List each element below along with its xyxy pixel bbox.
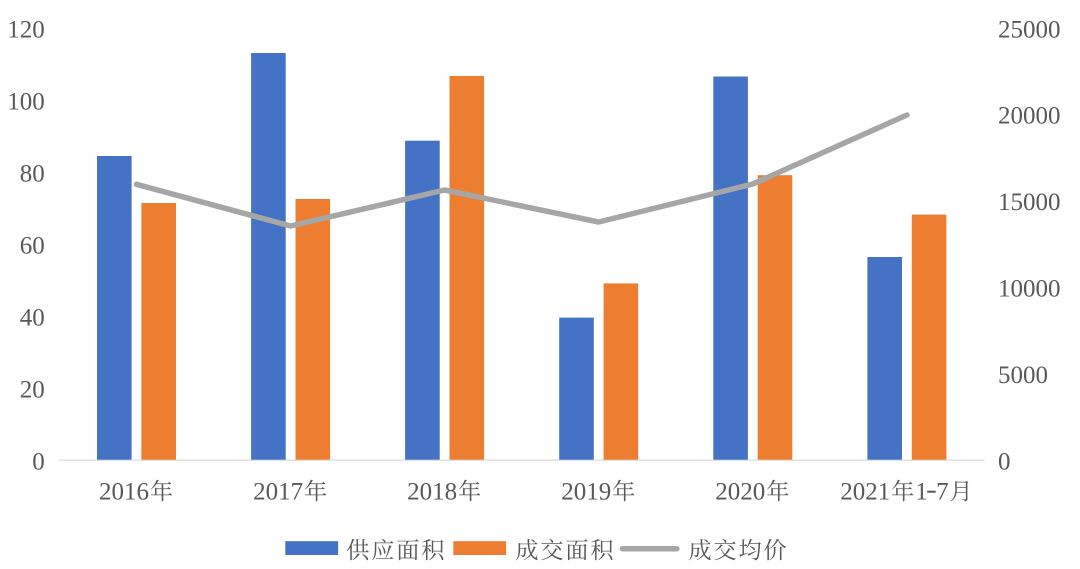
svg-text:10000: 10000 <box>998 276 1061 303</box>
svg-text:25000: 25000 <box>998 16 1061 43</box>
svg-text:15000: 15000 <box>998 189 1061 216</box>
svg-text:2019: 2019 <box>561 479 611 506</box>
svg-text:5000: 5000 <box>998 362 1048 389</box>
svg-text:0: 0 <box>998 448 1011 475</box>
svg-text:20000: 20000 <box>998 103 1061 130</box>
svg-text:20: 20 <box>20 376 45 403</box>
svg-text:2016: 2016 <box>99 479 149 506</box>
svg-text:2020: 2020 <box>715 479 765 506</box>
svg-text:2018: 2018 <box>407 479 457 506</box>
svg-text:60: 60 <box>20 232 45 259</box>
svg-text:0: 0 <box>32 448 45 475</box>
svg-text:2017: 2017 <box>253 479 303 506</box>
svg-text:80: 80 <box>20 160 45 187</box>
svg-text:7: 7 <box>936 479 949 506</box>
svg-text:1: 1 <box>915 479 928 506</box>
svg-text:40: 40 <box>20 304 45 331</box>
svg-text:120: 120 <box>7 16 45 43</box>
svg-text:2021: 2021 <box>840 479 890 506</box>
svg-text:100: 100 <box>7 88 45 115</box>
